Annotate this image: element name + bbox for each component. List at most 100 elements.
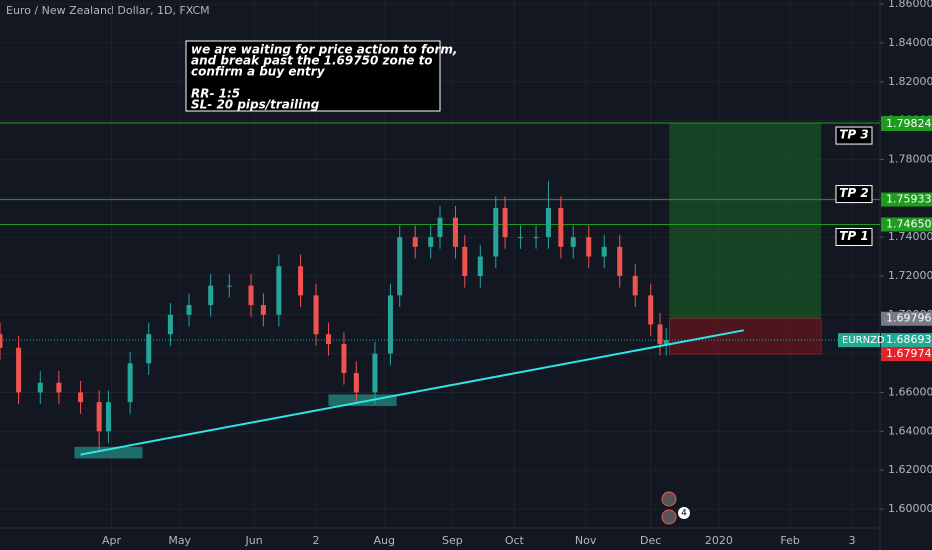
y-tick-label: 1.84000 (888, 36, 932, 49)
price-tag (881, 333, 932, 348)
candle-body (0, 334, 3, 348)
candle-body (105, 402, 111, 432)
candle-body (387, 295, 393, 354)
candle-body (276, 266, 282, 315)
price-tag (881, 311, 932, 326)
candle-body (186, 305, 192, 315)
price-tag-label: 1.75933 (886, 193, 932, 206)
y-tick-label: 1.66000 (888, 385, 932, 398)
price-tag (881, 117, 932, 132)
price-tag-label: 1.79824 (886, 117, 932, 130)
candle-body (657, 324, 663, 344)
candle-body (586, 237, 592, 257)
candle-body (502, 207, 508, 238)
x-tick-label: Sep (442, 534, 463, 547)
price-tag (881, 217, 932, 232)
loss-zone (669, 318, 822, 355)
candle-body (437, 217, 443, 238)
y-tick-label: 1.60000 (888, 502, 932, 515)
candle-body (16, 347, 22, 393)
x-tick-label: 2020 (705, 534, 733, 547)
candle-body (298, 266, 304, 296)
candle-body (412, 237, 418, 247)
y-tick-label: 1.82000 (888, 75, 932, 88)
x-tick-label: 3 (849, 534, 856, 547)
candle-body (260, 305, 266, 315)
note-line: we are waiting for price action to form, (191, 43, 457, 57)
target-label: TP 3 (839, 128, 869, 142)
target-box (835, 126, 873, 145)
candle-body (341, 343, 347, 374)
candle-body (96, 402, 102, 432)
x-tick-label: May (168, 534, 191, 547)
x-tick-label: Aug (373, 534, 394, 547)
candle-body (146, 334, 152, 364)
candle-body (313, 295, 319, 335)
price-tag-label: 1.74650 (886, 217, 932, 230)
y-tick-label: 1.64000 (888, 424, 932, 437)
candle-body (248, 285, 254, 306)
candle-body (617, 246, 623, 276)
x-tick-label: Feb (780, 534, 799, 547)
note-line: SL- 20 pips/trailing (191, 98, 320, 112)
candle-body (56, 382, 62, 393)
x-tick-label: Nov (575, 534, 597, 547)
candle-body (428, 237, 434, 247)
candle-body (78, 392, 84, 403)
y-tick-label: 1.74000 (888, 230, 932, 243)
y-tick-label: 1.62000 (888, 463, 932, 476)
note-box (185, 40, 441, 112)
target-box (835, 185, 873, 204)
candle-body (208, 285, 214, 306)
target-label: TP 2 (839, 186, 869, 200)
price-tag-label: 1.68693 (886, 333, 932, 346)
trendline (80, 329, 744, 456)
symbol-tag (838, 333, 880, 348)
y-tick-label: 1.72000 (888, 269, 932, 282)
note-line: confirm a buy entry (191, 65, 326, 79)
event-count: 4 (681, 509, 687, 519)
x-tick-label: Jun (244, 534, 262, 547)
price-tag-label: 1.69796 (886, 312, 932, 325)
candle-body (452, 217, 458, 247)
candle-body (558, 207, 564, 247)
candle-body (477, 256, 483, 276)
note-line: and break past the 1.69750 zone to (191, 54, 433, 68)
event-badge (678, 507, 690, 519)
target-label: TP 1 (839, 229, 869, 243)
candle-body (518, 237, 524, 239)
x-tick-label: Dec (640, 534, 661, 547)
candle-body (372, 353, 378, 393)
x-tick-label: 2 (313, 534, 320, 547)
candle-body (570, 237, 576, 247)
candle-body (462, 246, 468, 276)
candle-body (663, 340, 669, 344)
candle-body (353, 373, 359, 393)
target-box (835, 227, 873, 246)
support-zone (74, 446, 143, 459)
candle-body (325, 334, 331, 344)
candle-body (397, 237, 403, 296)
candle-body (533, 237, 539, 239)
candle-body (632, 275, 638, 296)
candle-body (167, 314, 173, 335)
symbol-label: EURNZD (842, 335, 885, 346)
event-icon (661, 509, 677, 525)
price-tag (881, 192, 932, 207)
candle-body (648, 295, 654, 325)
support-zone (328, 394, 397, 407)
candle-body (226, 285, 232, 287)
candle-body (127, 363, 133, 403)
candle-body (493, 207, 499, 257)
candle-body (37, 382, 43, 393)
price-tag-label: 1.67974 (886, 347, 932, 360)
price-tag (881, 347, 932, 362)
event-icon (661, 491, 677, 507)
y-tick-label: 1.78000 (888, 152, 932, 165)
candle-body (601, 246, 607, 257)
y-tick-label: 1.86000 (888, 0, 932, 10)
note-line: RR- 1:5 (191, 87, 240, 101)
x-tick-label: Oct (505, 534, 525, 547)
x-tick-label: Apr (102, 534, 122, 547)
